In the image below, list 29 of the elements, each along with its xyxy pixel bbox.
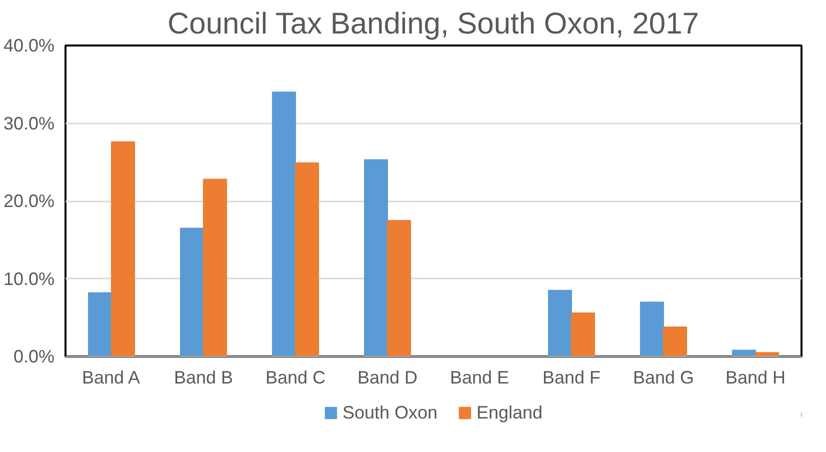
- bar: [548, 290, 572, 356]
- y-tick-label: 0.0%: [13, 346, 55, 366]
- y-tick-label: 10.0%: [3, 268, 55, 289]
- bar: [111, 141, 135, 356]
- x-tick-label: Band D: [357, 368, 418, 388]
- x-tick-label: Band C: [265, 368, 326, 388]
- x-tick-label: Band B: [174, 368, 234, 388]
- y-tick-label: 20.0%: [3, 191, 55, 211]
- legend-label: South Oxon: [342, 402, 438, 423]
- x-tick-label: Band G: [632, 368, 694, 388]
- y-tick-label: 40.0%: [3, 36, 55, 56]
- bar: [387, 220, 411, 356]
- bar: [88, 292, 112, 356]
- bar: [364, 159, 388, 356]
- bar: [295, 162, 319, 356]
- bar: [203, 178, 227, 356]
- x-tick-label: Band A: [82, 368, 140, 388]
- chart-title: Council Tax Banding, South Oxon, 2017: [167, 8, 699, 40]
- x-tick-label: Band F: [542, 368, 601, 388]
- x-tick-label: Band E: [450, 368, 510, 388]
- bar: [571, 312, 595, 356]
- x-tick-label: Band H: [725, 368, 786, 388]
- bar: [663, 326, 687, 356]
- bar: [272, 92, 296, 356]
- legend-label: England: [476, 402, 543, 423]
- bar: [640, 302, 664, 356]
- bar: [755, 352, 779, 356]
- bar: [180, 228, 204, 356]
- y-tick-label: 30.0%: [3, 113, 55, 134]
